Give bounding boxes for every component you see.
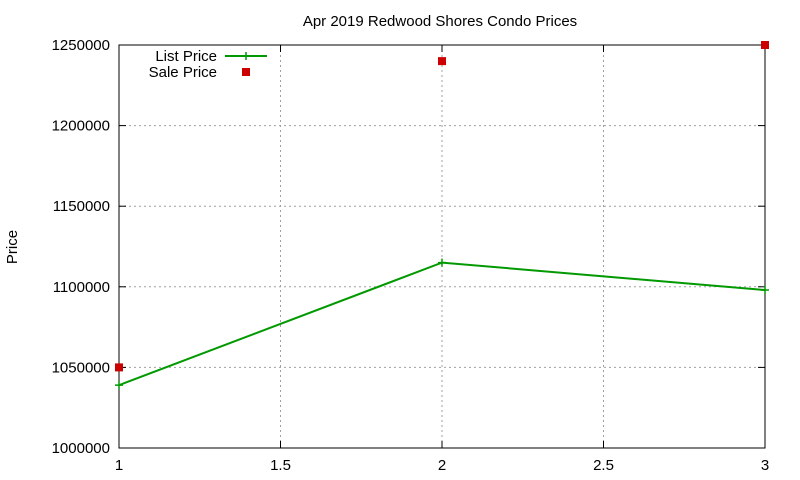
x-tick-label: 1	[115, 457, 123, 474]
sale-price-point	[115, 363, 123, 372]
y-tick-label: 1050000	[52, 359, 110, 376]
grid	[119, 45, 765, 448]
axis-ticks: 1000000 1050000 1100000 1150000 1200000 12500…	[52, 37, 770, 474]
sale-price-point	[761, 41, 769, 49]
list-price-point	[438, 258, 446, 267]
x-tick-label: 1.5	[270, 457, 291, 474]
chart-title: Apr 2019 Redwood Shores Condo Prices	[303, 13, 577, 30]
list-price-point	[115, 381, 123, 390]
list-price-point	[761, 286, 769, 295]
y-tick-label: 1250000	[52, 37, 110, 54]
y-tick-label: 1000000	[52, 440, 110, 457]
legend-marker-sale-price	[242, 68, 250, 76]
legend-label-list-price: List Price	[155, 48, 217, 65]
y-axis-label: Price	[4, 230, 21, 264]
x-tick-label: 2.5	[593, 457, 614, 474]
y-tick-label: 1200000	[52, 118, 110, 135]
sale-price-point	[438, 57, 446, 66]
y-tick-label: 1150000	[53, 198, 110, 215]
y-tick-label: 1100000	[53, 279, 110, 296]
x-tick-label: 3	[761, 457, 769, 474]
series-layer	[115, 41, 769, 390]
legend-label-sale-price: Sale Price	[149, 64, 217, 81]
x-tick-label: 2	[438, 457, 446, 474]
